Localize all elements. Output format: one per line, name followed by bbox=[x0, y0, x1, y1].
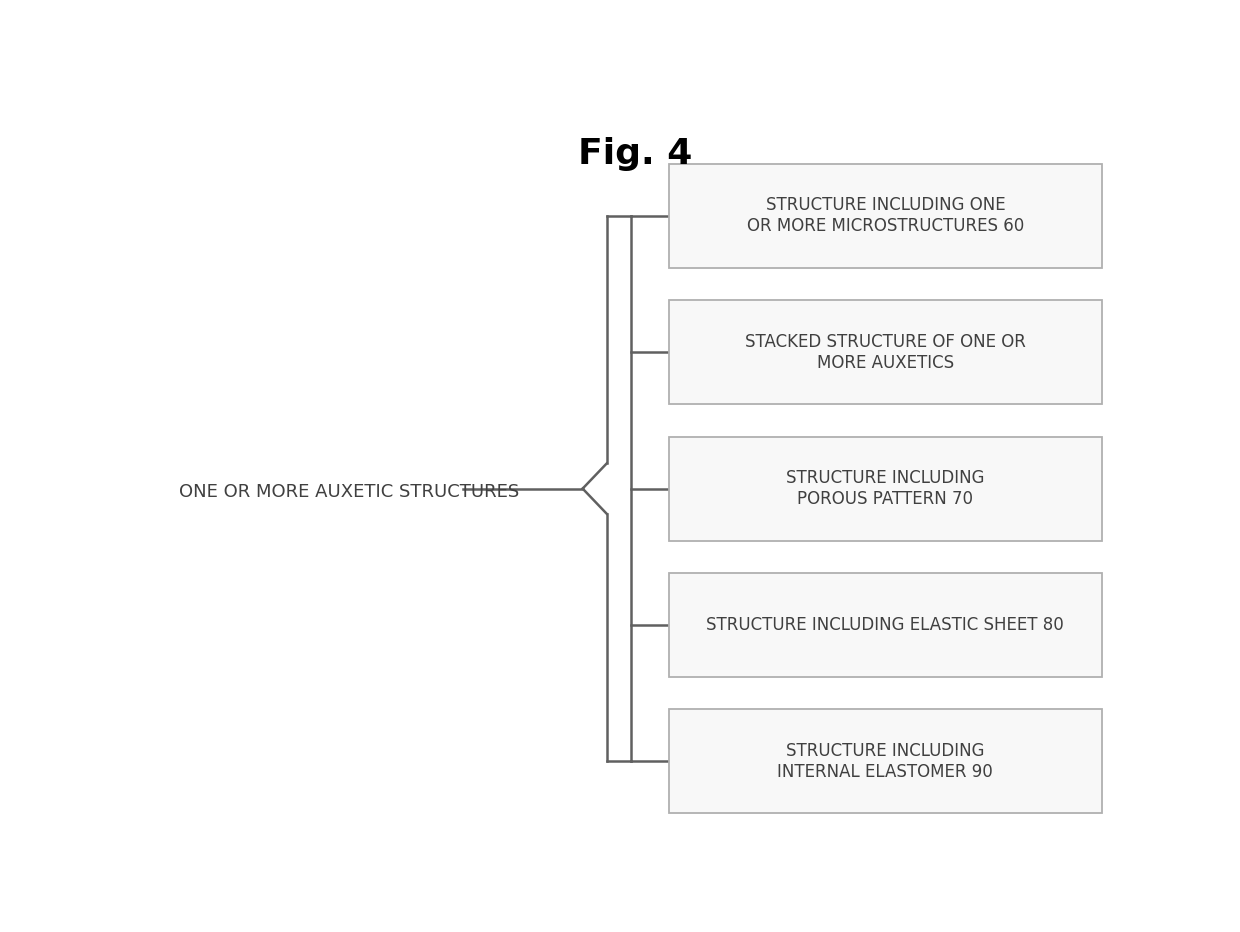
FancyBboxPatch shape bbox=[670, 436, 1101, 541]
FancyBboxPatch shape bbox=[670, 164, 1101, 267]
FancyBboxPatch shape bbox=[670, 573, 1101, 677]
Text: STRUCTURE INCLUDING
INTERNAL ELASTOMER 90: STRUCTURE INCLUDING INTERNAL ELASTOMER 9… bbox=[777, 742, 993, 781]
Text: ONE OR MORE AUXETIC STRUCTURES: ONE OR MORE AUXETIC STRUCTURES bbox=[179, 483, 520, 501]
Text: STRUCTURE INCLUDING
POROUS PATTERN 70: STRUCTURE INCLUDING POROUS PATTERN 70 bbox=[786, 469, 985, 508]
FancyBboxPatch shape bbox=[670, 709, 1101, 814]
Text: STRUCTURE INCLUDING ELASTIC SHEET 80: STRUCTURE INCLUDING ELASTIC SHEET 80 bbox=[707, 616, 1064, 634]
Text: STACKED STRUCTURE OF ONE OR
MORE AUXETICS: STACKED STRUCTURE OF ONE OR MORE AUXETIC… bbox=[745, 333, 1025, 372]
FancyBboxPatch shape bbox=[670, 300, 1101, 404]
Text: Fig. 4: Fig. 4 bbox=[578, 137, 693, 171]
Text: STRUCTURE INCLUDING ONE
OR MORE MICROSTRUCTURES 60: STRUCTURE INCLUDING ONE OR MORE MICROSTR… bbox=[746, 197, 1024, 235]
